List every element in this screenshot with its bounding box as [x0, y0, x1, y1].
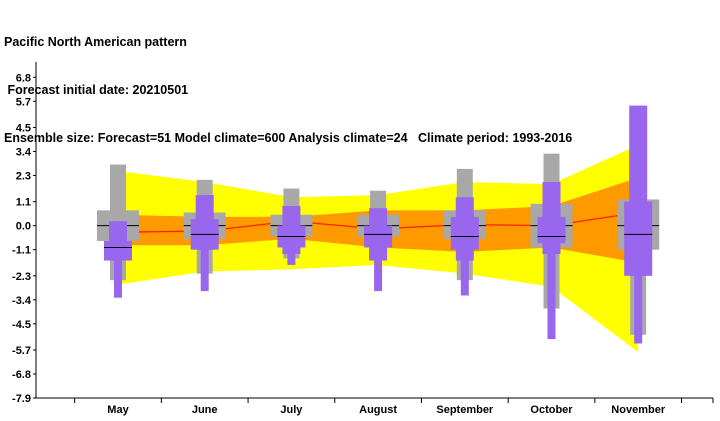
y-tick-label: 6.8 [16, 72, 31, 84]
box-plots [97, 105, 660, 344]
x-tick-label: October [530, 404, 573, 416]
y-tick-label: 1.1 [16, 197, 31, 209]
forecast-box [104, 240, 132, 261]
x-tick-label: May [107, 404, 129, 416]
y-tick-label: 3.4 [16, 146, 32, 158]
x-tick-label: June [192, 404, 218, 416]
y-tick-label: 5.7 [16, 96, 31, 108]
x-tick-label: July [280, 404, 303, 416]
x-tick-label: September [436, 404, 494, 416]
y-tick-label: 2.3 [16, 170, 31, 182]
forecast-box [537, 216, 566, 244]
y-tick-label: -7.9 [12, 393, 31, 405]
forecast-whisker [547, 182, 556, 340]
y-tick-label: -3.4 [12, 295, 32, 307]
chart-header: Pacific North American pattern Forecast … [4, 2, 572, 162]
y-tick-label: -2.3 [12, 271, 31, 283]
forecast-date: Forecast initial date: 20210501 [4, 83, 189, 97]
axes: 6.8 5.7 4.5 3.4 2.3 1.1 0.0 -1.1 -2.3 -3.4 -4.5 -5.… [12, 62, 714, 416]
y-tick-label: -6.8 [12, 369, 31, 381]
forecast-box [450, 216, 479, 250]
y-tick-label: -5.7 [12, 345, 31, 357]
forecast-box [624, 201, 653, 276]
y-tick-label: 0.0 [16, 221, 31, 233]
x-tick-label: August [359, 404, 397, 416]
y-tick-label: -4.5 [12, 319, 31, 331]
ensemble-info: Ensemble size: Forecast=51 Model climate… [4, 131, 573, 145]
x-tick-label: November [611, 404, 666, 416]
y-tick-label: 4.5 [16, 122, 31, 134]
y-tick-label: -1.1 [12, 245, 31, 257]
forecast-box [364, 225, 393, 248]
chart-title: Pacific North American pattern [4, 35, 187, 49]
